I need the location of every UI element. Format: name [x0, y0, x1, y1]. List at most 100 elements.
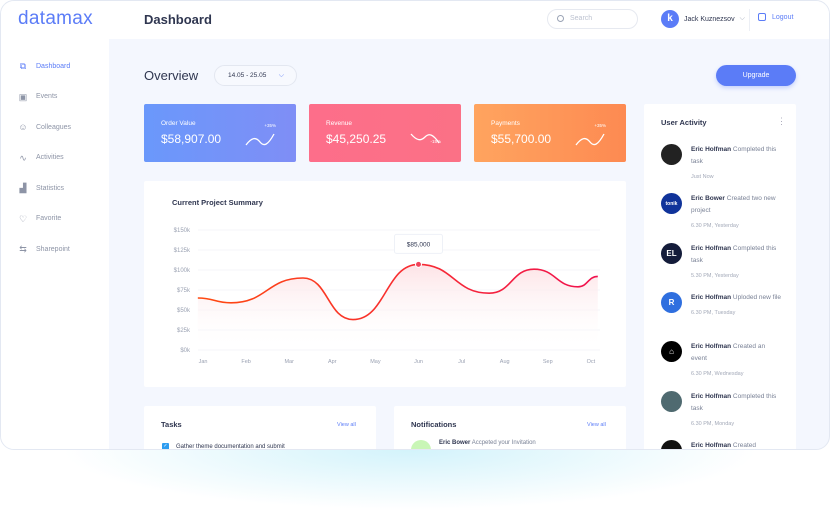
user-activity-card: User Activity ⋮ Eric Holfman Completed t…: [644, 104, 796, 449]
sidebar-item-favorite[interactable]: ♡ Favorite: [18, 214, 61, 224]
avatar: tonik: [661, 193, 682, 215]
sidebar-item-sharepoint[interactable]: ⇆ Sharepoint: [18, 244, 70, 254]
avatar: R: [661, 291, 682, 313]
stat-label: Order Value: [161, 120, 196, 127]
sidebar-item-label: Dashboard: [36, 62, 71, 70]
avatar: [411, 440, 431, 449]
x-tick-label: Mar: [284, 359, 294, 365]
x-tick-label: Oct: [587, 359, 596, 365]
sparkline-icon: [245, 133, 275, 146]
stat-value: $58,907.00: [161, 132, 222, 146]
stat-card-revenue[interactable]: Revenue $45,250.25 -15%: [309, 104, 461, 162]
notification-name: Eric Bower: [439, 440, 471, 446]
x-tick-label: Jan: [199, 359, 208, 365]
activity-time: 5.30 PM, Yesterday: [691, 272, 739, 279]
sidebar-item-label: Activities: [36, 154, 64, 161]
sidebar-item-label: Sharepoint: [36, 245, 70, 253]
chart-icon: ▟: [19, 183, 27, 193]
y-tick-label: $50k: [177, 308, 191, 314]
activity-action: Created an event: [691, 343, 766, 363]
bottom-glow: [60, 450, 760, 510]
date-range-select[interactable]: 14.05 - 25.05 ⌵: [214, 65, 297, 86]
activity-item[interactable]: Eric Holfman Completed this task 6.30 PM,…: [661, 390, 781, 430]
y-tick-label: $100k: [174, 268, 191, 274]
x-tick-label: Sep: [543, 359, 553, 365]
avatar: [661, 439, 682, 449]
sidebar-item-activities[interactable]: ∿ Activities: [18, 152, 64, 163]
sidebar-item-statistics[interactable]: ▟ Statistics: [18, 183, 64, 193]
activity-item[interactable]: Eric Holfman Created: [661, 439, 781, 449]
user-icon: ☺: [18, 122, 28, 132]
notifications-view-all-link[interactable]: View all: [587, 422, 606, 428]
series-line: [197, 263, 598, 321]
activity-time: 6.30 PM, Monday: [691, 420, 735, 427]
y-tick-label: $150k: [174, 228, 191, 234]
activity-time: 6.30 PM, Wednesday: [691, 371, 744, 378]
x-tick-label: Apr: [328, 359, 337, 365]
line-chart: $0k $25k $50k $75k $100k $125k $150k Jan Feb Mar A…: [174, 228, 600, 365]
activity-user: Eric Holfman: [691, 441, 732, 449]
project-summary-card: Current Project Summary $0k $25k $50k $75k $…: [144, 181, 626, 387]
page-title: Dashboard: [144, 12, 212, 27]
checkbox[interactable]: ✓: [162, 443, 169, 449]
sidebar: ⧉ Dashboard ▣ Events ☺ Colleagues ∿ Activities ▟…: [1, 39, 109, 449]
heart-icon: ♡: [18, 213, 28, 224]
sidebar-item-label: Colleagues: [36, 123, 72, 131]
activity-action: Uploded new file: [732, 293, 781, 301]
activity-item[interactable]: Eric Holfman Completed this task Just Now: [661, 144, 781, 183]
activity-item[interactable]: EL Eric Holfman Completed this task 5.30 P…: [661, 242, 781, 282]
activity-user: Eric Bower: [691, 195, 725, 203]
sparkline-icon: [575, 133, 605, 146]
overview-title: Overview: [144, 68, 199, 83]
sidebar-item-dashboard[interactable]: ⧉ Dashboard: [18, 61, 70, 71]
sidebar-item-events[interactable]: ▣ Events: [18, 91, 58, 102]
logout-label: Logout: [772, 13, 794, 21]
sidebar-item-label: Statistics: [36, 184, 65, 192]
pulse-icon: ∿: [19, 152, 27, 163]
sidebar-item-colleagues[interactable]: ☺ Colleagues: [18, 122, 71, 132]
stat-card-payments[interactable]: Payments $55,700.00 +35%: [474, 104, 626, 162]
activity-action: Completed this task: [691, 146, 777, 165]
avatar: [661, 390, 682, 412]
x-tick-label: Feb: [241, 359, 250, 365]
search-icon: [557, 15, 564, 22]
chart-title: Current Project Summary: [172, 198, 263, 207]
calendar-icon: ▣: [18, 91, 28, 102]
search-input[interactable]: Search: [547, 9, 638, 29]
divider: [749, 9, 750, 31]
x-tick-label: Aug: [500, 359, 510, 365]
task-label: Gather theme documentation and submit: [176, 443, 285, 450]
avatar: k: [661, 10, 679, 28]
stat-card-order-value[interactable]: Order Value $58,907.00 +35%: [144, 104, 296, 162]
activity-action: Completed this task: [691, 392, 777, 412]
activity-title: User Activity: [661, 118, 707, 127]
logo[interactable]: datamax: [18, 8, 93, 29]
more-icon[interactable]: ⋮: [777, 116, 786, 126]
activity-action: Created two new project: [691, 195, 776, 215]
activity-user: Eric Holfman: [691, 343, 732, 351]
activity-item[interactable]: tonik Eric Bower Created two new project 6…: [661, 193, 781, 232]
share-icon: ⇆: [19, 244, 27, 254]
chevron-down-icon: ⌵: [739, 15, 745, 22]
avatar: [661, 144, 682, 165]
stat-label: Payments: [491, 120, 520, 127]
activity-item[interactable]: ⌂ Eric Holfman Created an event 6.30 PM, W…: [661, 341, 781, 380]
tasks-card: Tasks View all ✓ Gather theme documentat…: [144, 406, 376, 450]
stat-change: +35%: [264, 123, 276, 128]
logout-button[interactable]: Logout: [758, 13, 793, 21]
avatar: ⌂: [661, 341, 682, 363]
y-tick-label: $75k: [177, 288, 191, 294]
activity-action: Completed this task: [691, 244, 777, 264]
area-fill: [197, 264, 598, 350]
stat-change: +35%: [594, 123, 606, 128]
user-menu[interactable]: k Jack Kuznezsov ⌵: [661, 10, 745, 28]
tasks-view-all-link[interactable]: View all: [337, 422, 356, 428]
y-tick-label: $125k: [174, 248, 191, 254]
activity-time: 6.30 PM, Yesterday: [691, 223, 739, 230]
activity-time: 6.30 PM, Tuesday: [691, 309, 736, 316]
upgrade-button[interactable]: Upgrade: [716, 65, 796, 86]
activity-user: Eric Holfman: [691, 293, 732, 301]
notifications-title: Notifications: [411, 420, 457, 429]
activity-item[interactable]: R Eric Holfman Uploded new file 6.30 PM, T…: [661, 291, 781, 319]
highlight-point: [415, 260, 422, 268]
